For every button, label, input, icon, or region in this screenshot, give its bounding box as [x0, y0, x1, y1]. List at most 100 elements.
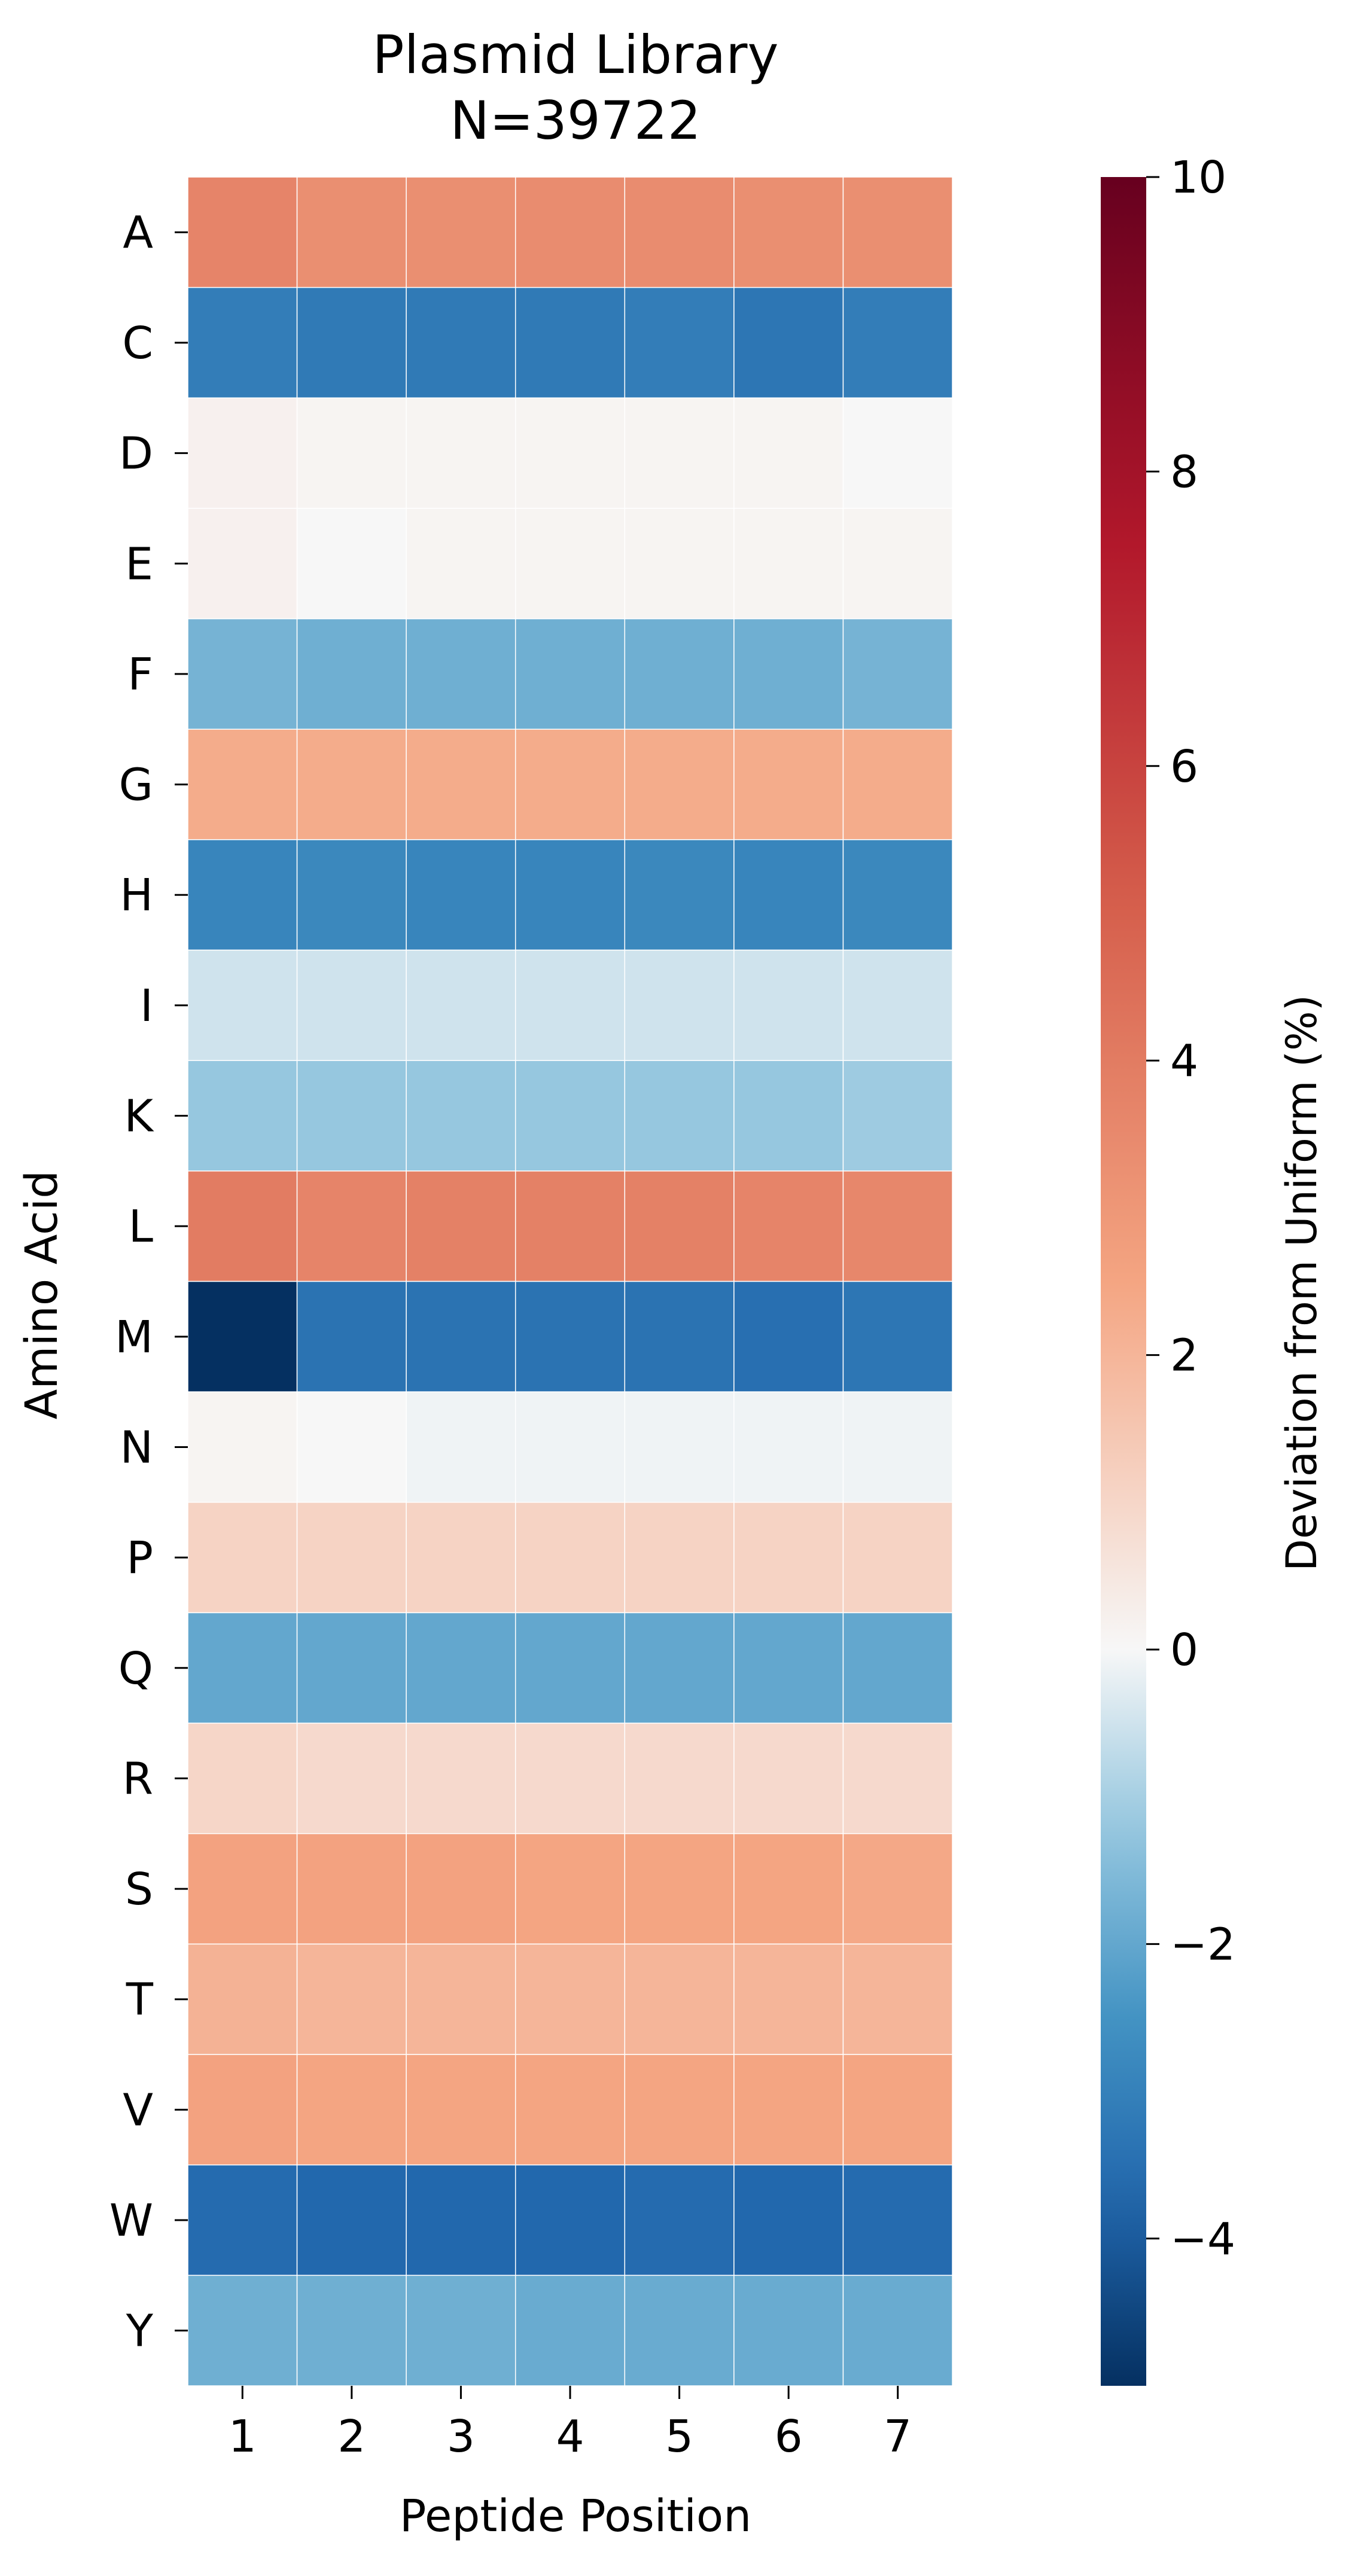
heatmap-cell	[733, 728, 844, 840]
heatmap-cell	[514, 728, 626, 840]
heatmap-cell	[733, 1170, 844, 1282]
heatmap-cell	[406, 839, 516, 951]
heatmap-cell	[296, 1833, 407, 1945]
heatmap-cell	[624, 176, 735, 288]
y-tick-label: D	[119, 428, 153, 480]
heatmap-cell	[406, 728, 516, 840]
heatmap-cell	[842, 949, 953, 1061]
heatmap-cell	[624, 949, 735, 1061]
heatmap-cell	[624, 508, 735, 620]
heatmap-cell	[842, 1170, 953, 1282]
heatmap-cell	[733, 508, 844, 620]
heatmap-cell	[296, 1943, 407, 2055]
y-tick-label: N	[120, 1422, 153, 1473]
x-axis-ticks: 1 2 3 4 5 6 7	[229, 2386, 912, 2462]
colorbar-label: Deviation from Uniform (%)	[1277, 995, 1326, 1571]
heatmap-cell	[733, 2054, 844, 2166]
y-tick-label: T	[126, 1974, 154, 2026]
heatmap-cell	[733, 618, 844, 730]
x-tick-label: 5	[665, 2411, 693, 2462]
heatmap-cell	[406, 1612, 516, 1724]
heatmap-cell	[296, 618, 407, 730]
heatmap-cell	[624, 397, 735, 509]
colorbar-tick-label: 6	[1170, 741, 1198, 792]
heatmap-cell	[187, 1723, 298, 1834]
heatmap-cell	[624, 1391, 735, 1503]
y-tick-label: I	[140, 980, 153, 1032]
heatmap-cell	[624, 2164, 735, 2276]
heatmap-cell	[406, 1943, 516, 2055]
heatmap-cell	[624, 728, 735, 840]
heatmap-cell	[296, 1723, 407, 1834]
heatmap-cell	[842, 1281, 953, 1392]
y-tick-label: W	[109, 2195, 153, 2246]
heatmap-cell	[514, 1833, 626, 1945]
chart-title: Plasmid Library	[373, 24, 779, 86]
heatmap-cell	[842, 2275, 953, 2386]
heatmap-cell	[296, 1502, 407, 1614]
heatmap-cell	[514, 2054, 626, 2166]
heatmap-cell	[624, 2275, 735, 2386]
y-axis-label: Amino Acid	[16, 1170, 68, 1420]
heatmap-cell	[187, 1502, 298, 1614]
heatmap-cell	[406, 1723, 516, 1834]
colorbar-ticks: 10 8 6 4 2 0 −2 −4	[1146, 152, 1235, 2265]
heatmap-cell	[842, 839, 953, 951]
heatmap-cell	[842, 1060, 953, 1172]
colorbar-tick-label: 4	[1170, 1035, 1198, 1087]
colorbar-tick-label: 0	[1170, 1624, 1198, 1676]
heatmap-cell	[514, 1502, 626, 1614]
heatmap-cell	[624, 1833, 735, 1945]
x-tick-label: 3	[447, 2411, 475, 2462]
heatmap-cell	[187, 176, 298, 288]
heatmap-cell	[187, 2054, 298, 2166]
heatmap-cell	[842, 1612, 953, 1724]
heatmap-cell	[296, 1391, 407, 1503]
y-tick-label: C	[122, 318, 153, 369]
y-tick-label: Q	[118, 1643, 153, 1694]
colorbar-tick-label: 10	[1170, 152, 1226, 203]
colorbar-tick-label: −2	[1170, 1919, 1235, 1970]
heatmap-cell	[406, 286, 516, 399]
heatmap-cell	[624, 1502, 735, 1614]
colorbar-tick-label: 2	[1170, 1330, 1198, 1382]
heatmap-cell	[733, 1833, 844, 1945]
heatmap-cell	[406, 1060, 516, 1172]
heatmap-cell	[514, 1723, 626, 1834]
heatmap-cell	[296, 397, 407, 509]
heatmap-cell	[514, 839, 626, 951]
heatmap-cell	[406, 2054, 516, 2166]
heatmap-cell	[842, 618, 953, 730]
x-tick-label: 2	[337, 2411, 366, 2462]
y-tick-label: P	[126, 1532, 153, 1584]
heatmap-cell	[624, 1943, 735, 2055]
heatmap-cell	[514, 618, 626, 730]
colorbar	[1101, 177, 1146, 2386]
heatmap-cell	[514, 286, 626, 399]
heatmap-cell	[842, 1833, 953, 1945]
heatmap-cell	[733, 1723, 844, 1834]
heatmap-cell	[624, 1170, 735, 1282]
heatmap-cell	[406, 1170, 516, 1282]
chart-subtitle: N=39722	[450, 90, 701, 151]
heatmap-cell	[842, 176, 953, 288]
x-tick-label: 6	[775, 2411, 803, 2462]
heatmap-cell	[624, 2054, 735, 2166]
heatmap-cell	[842, 2164, 953, 2276]
heatmap-cell	[842, 286, 953, 399]
heatmap-cell	[514, 176, 626, 288]
heatmap-cell	[842, 1943, 953, 2055]
heatmap-cell	[296, 1060, 407, 1172]
heatmap-cell	[406, 949, 516, 1061]
heatmap-cell	[842, 1391, 953, 1503]
y-tick-label: L	[129, 1201, 153, 1252]
heatmap-cell	[296, 2275, 407, 2386]
heatmap-cell	[733, 1502, 844, 1614]
y-tick-label: H	[120, 870, 153, 921]
heatmap-cell	[296, 286, 407, 399]
heatmap-cell	[296, 2054, 407, 2166]
heatmap-cell	[187, 508, 298, 620]
y-tick-label: E	[125, 538, 153, 590]
heatmap-cell	[187, 728, 298, 840]
